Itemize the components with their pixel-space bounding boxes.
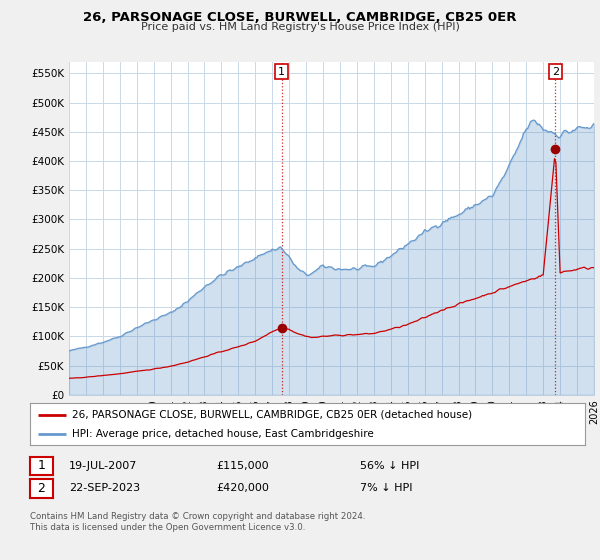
Text: 1: 1 [278,67,285,77]
Text: HPI: Average price, detached house, East Cambridgeshire: HPI: Average price, detached house, East… [71,429,373,439]
Text: 2: 2 [552,67,559,77]
Text: 26, PARSONAGE CLOSE, BURWELL, CAMBRIDGE, CB25 0ER (detached house): 26, PARSONAGE CLOSE, BURWELL, CAMBRIDGE,… [71,409,472,419]
Text: 2: 2 [37,482,46,495]
Text: 1: 1 [37,459,46,473]
Text: £420,000: £420,000 [216,483,269,493]
Text: £115,000: £115,000 [216,461,269,471]
Text: 7% ↓ HPI: 7% ↓ HPI [360,483,413,493]
Text: 22-SEP-2023: 22-SEP-2023 [69,483,140,493]
Text: 26, PARSONAGE CLOSE, BURWELL, CAMBRIDGE, CB25 0ER: 26, PARSONAGE CLOSE, BURWELL, CAMBRIDGE,… [83,11,517,24]
Text: 19-JUL-2007: 19-JUL-2007 [69,461,137,471]
Text: Contains HM Land Registry data © Crown copyright and database right 2024.
This d: Contains HM Land Registry data © Crown c… [30,512,365,532]
Text: 56% ↓ HPI: 56% ↓ HPI [360,461,419,471]
Text: Price paid vs. HM Land Registry's House Price Index (HPI): Price paid vs. HM Land Registry's House … [140,22,460,32]
